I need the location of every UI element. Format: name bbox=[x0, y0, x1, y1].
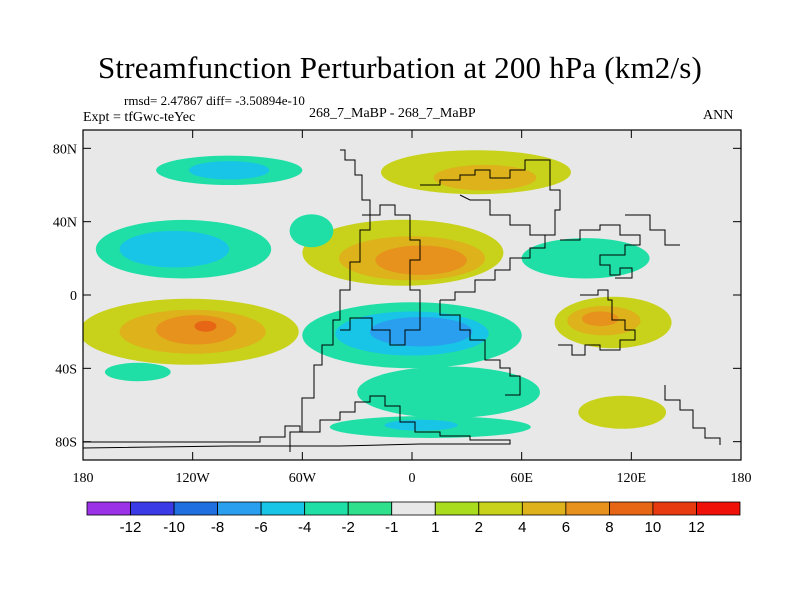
coastline-africa bbox=[439, 300, 521, 396]
colorbar-label: -6 bbox=[254, 519, 267, 536]
colorbar-label: -10 bbox=[163, 519, 185, 536]
contour-south-indian-positive bbox=[578, 395, 667, 429]
colorbar-swatch bbox=[130, 501, 175, 516]
colorbar-swatch bbox=[173, 501, 219, 516]
colorbar-swatch bbox=[478, 501, 523, 516]
coastline-america bbox=[289, 149, 371, 452]
y-tick-label: 80S bbox=[55, 436, 77, 451]
coastline-asia bbox=[560, 224, 641, 279]
contour-antarctic-core bbox=[384, 419, 458, 431]
y-tick-label: 40S bbox=[55, 362, 77, 377]
chart-title: Streamfunction Perturbation at 200 hPa (… bbox=[97, 50, 703, 85]
x-tick-label: 60W bbox=[289, 471, 317, 486]
contour-south-pacific-core bbox=[156, 315, 237, 345]
y-axis: 80N 40N 0 40S 80S bbox=[53, 142, 741, 451]
colorbar-label: -2 bbox=[342, 519, 355, 536]
colorbar-swatch bbox=[696, 501, 741, 516]
colorbar: -12 -10 -8 -6 -4 -2 -1 1 2 4 6 8 10 12 bbox=[86, 501, 741, 536]
colorbar-label: 1 bbox=[431, 519, 439, 536]
colorbar-swatch bbox=[347, 501, 393, 516]
case-comparison-label: 268_7_MaBP - 268_7_MaBP bbox=[309, 106, 476, 121]
experiment-label: Expt = tfGwc-teYec bbox=[83, 110, 196, 125]
colorbar-label: 8 bbox=[605, 519, 613, 536]
coastline-eurasia bbox=[420, 159, 561, 301]
colorbar-swatch bbox=[304, 501, 349, 516]
colorbar-label: -12 bbox=[120, 519, 142, 536]
x-axis: 180 120W 60W 0 60E 120E 180 bbox=[73, 130, 752, 486]
contour-south-pacific-peak bbox=[194, 320, 217, 332]
contour-north-atlantic-negative bbox=[289, 214, 334, 248]
colorbar-label: 2 bbox=[475, 519, 483, 536]
colorbar-swatch bbox=[217, 501, 262, 516]
x-tick-label: 60E bbox=[510, 471, 533, 486]
coastline-america-east bbox=[340, 204, 421, 346]
contour-indian-ocean-core bbox=[582, 311, 619, 327]
x-tick-label: 180 bbox=[731, 471, 752, 486]
contour-southern-ocean-negative bbox=[357, 366, 540, 418]
colorbar-swatch bbox=[86, 501, 131, 516]
contour-south-pacific-high-lat-negative bbox=[104, 362, 171, 382]
contour-north-pacific-core bbox=[189, 161, 270, 180]
colorbar-label: 10 bbox=[645, 519, 662, 536]
contour-eurasia-arctic-core bbox=[433, 164, 537, 191]
colorbar-swatch bbox=[652, 501, 697, 516]
x-tick-label: 120E bbox=[617, 471, 647, 486]
coastline-australia bbox=[664, 385, 721, 445]
rmsd-diff-stats: rmsd= 2.47867 diff= -3.50894e-10 bbox=[124, 93, 305, 108]
coastline-antarctica bbox=[83, 395, 511, 449]
colorbar-swatch bbox=[609, 501, 654, 516]
x-tick-label: 0 bbox=[409, 471, 416, 486]
y-tick-label: 0 bbox=[70, 289, 77, 304]
colorbar-label: -1 bbox=[385, 519, 398, 536]
contour-atlantic-africa-core bbox=[375, 245, 467, 275]
y-tick-label: 40N bbox=[53, 216, 77, 231]
paleo-coastlines bbox=[83, 149, 721, 452]
colorbar-swatch bbox=[260, 501, 306, 516]
contour-central-asia-negative bbox=[521, 238, 650, 279]
season-label: ANN bbox=[703, 108, 734, 123]
contour-subtropical-pacific-core bbox=[119, 230, 230, 268]
coastline-india bbox=[558, 289, 636, 356]
x-tick-label: 180 bbox=[73, 471, 94, 486]
x-tick-label: 120W bbox=[176, 471, 211, 486]
coastline-tethys bbox=[459, 194, 545, 236]
contour-fields bbox=[83, 150, 672, 438]
colorbar-label: 6 bbox=[562, 519, 570, 536]
y-tick-label: 80N bbox=[53, 142, 77, 157]
colorbar-swatch bbox=[565, 501, 610, 516]
colorbar-swatch bbox=[434, 501, 480, 516]
coastline-greenland bbox=[625, 214, 680, 246]
colorbar-label: -4 bbox=[298, 519, 311, 536]
colorbar-label: 12 bbox=[688, 519, 705, 536]
colorbar-label: 4 bbox=[518, 519, 526, 536]
colorbar-swatch bbox=[391, 501, 436, 516]
colorbar-label: -8 bbox=[211, 519, 224, 536]
contour-south-atlantic-core bbox=[369, 317, 473, 347]
colorbar-swatch bbox=[521, 501, 567, 516]
